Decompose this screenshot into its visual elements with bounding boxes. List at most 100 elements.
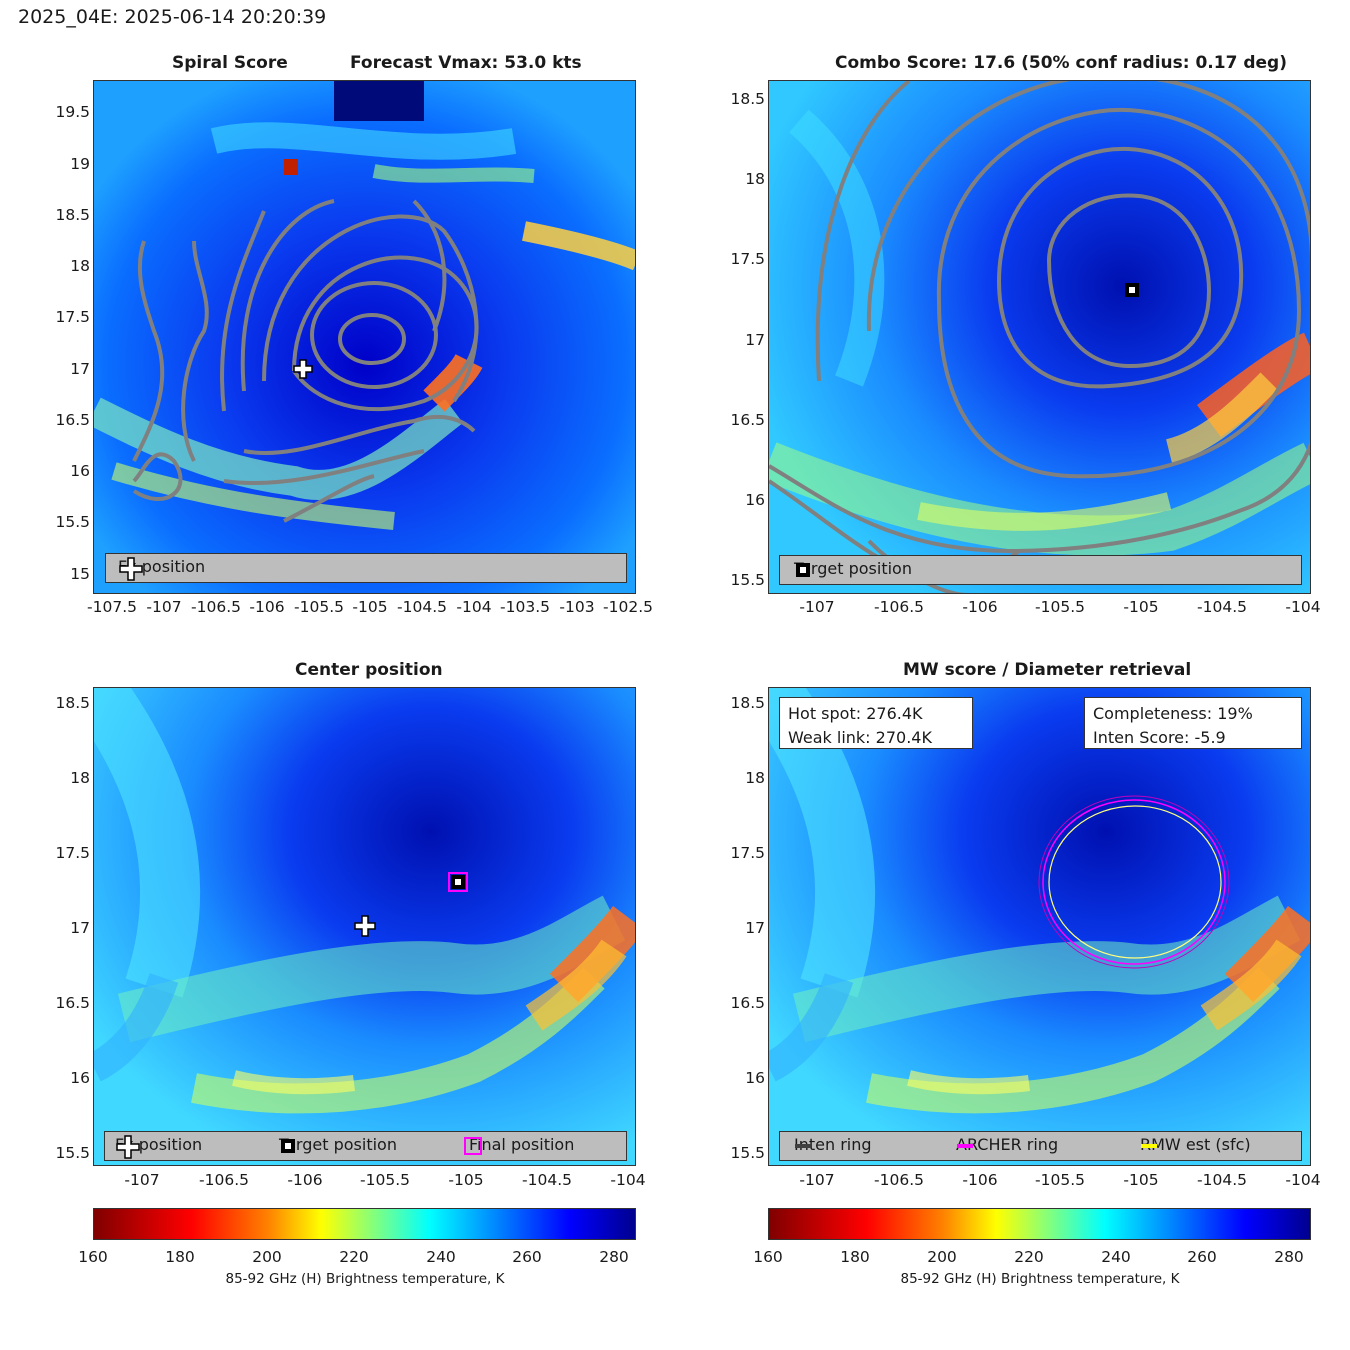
spiral-panel-title: Spiral Score [172,53,288,73]
cbar-tick: 160 [78,1248,108,1266]
mw-info-left: Hot spot: 276.4K Weak link: 270.4K [779,697,973,749]
xtick: -105 [1123,598,1159,616]
plus-icon [116,1135,140,1159]
xtick: -104 [1285,598,1321,616]
ytick: 18.5 [730,90,765,108]
legend-item-target: Target position [279,1135,397,1154]
line-swatch-icon [795,1144,811,1148]
mw-plot-area[interactable]: Hot spot: 276.4K Weak link: 270.4K Compl… [768,687,1311,1166]
ytick: 15.5 [730,571,765,589]
line-swatch-icon [957,1144,973,1148]
center-final-position-marker [448,872,468,892]
plus-icon [119,557,143,581]
ytick: 17.5 [730,844,765,862]
ytick: 16 [70,462,90,480]
xtick: -107 [799,1171,835,1189]
colorbar-label: 85-92 GHz (H) Brightness temperature, K [225,1271,505,1287]
xtick: -105.5 [294,598,344,616]
square-target-icon [281,1139,295,1153]
xtick: -107 [146,598,182,616]
ytick: 18 [70,769,90,787]
legend-item-fx: Fx position [118,557,205,581]
ytick: 17 [70,360,90,378]
ytick: 15.5 [730,1144,765,1162]
ytick: 16 [745,1069,765,1087]
ytick: 15.5 [55,513,90,531]
figure-title: 2025_04E: 2025-06-14 20:20:39 [18,6,327,28]
xtick: -103.5 [500,598,550,616]
colorbar-right [768,1208,1311,1240]
ytick: 17.5 [55,308,90,326]
cbar-tick: 200 [252,1248,282,1266]
center-target-position-marker [451,875,465,889]
xtick: -105 [1123,1171,1159,1189]
cbar-tick: 280 [1274,1248,1304,1266]
spiral-legend: Fx position [105,553,627,583]
legend-item-target: Target position [794,559,912,578]
legend-label: Target position [794,559,912,578]
spiral-panel-vmax: Forecast Vmax: 53.0 kts [350,53,582,73]
xtick: -105.5 [1035,598,1085,616]
ytick: 17 [70,919,90,937]
xtick: -104 [610,1171,646,1189]
mw-heatmap [769,688,1310,1165]
xtick: -106.5 [874,598,924,616]
spiral-contours [132,199,479,523]
xtick: -104.5 [1197,598,1247,616]
ytick: 18 [745,170,765,188]
ytick: 18 [745,769,765,787]
cbar-tick: 180 [840,1248,870,1266]
legend-label: RMW est (sfc) [1140,1135,1251,1154]
cbar-tick: 180 [165,1248,195,1266]
combo-heatmap [769,81,1310,593]
ytick: 16.5 [730,411,765,429]
xtick: -104.5 [522,1171,572,1189]
legend-label: Target position [279,1135,397,1154]
xtick: -104 [456,598,492,616]
cbar-tick: 160 [753,1248,783,1266]
ytick: 15.5 [55,1144,90,1162]
ytick: 17 [745,331,765,349]
xtick: -103 [559,598,595,616]
colorbar-left [93,1208,636,1240]
center-heatmap [94,688,635,1165]
ytick: 16.5 [730,994,765,1012]
square-final-icon [464,1137,482,1155]
center-fx-position-marker [354,915,376,937]
weak-link-text: Weak link: 270.4K [788,728,932,747]
xtick: -107.5 [87,598,137,616]
ytick: 17.5 [730,250,765,268]
ytick: 16.5 [55,994,90,1012]
xtick: -105 [448,1171,484,1189]
combo-plot-area[interactable]: Target position [768,80,1311,594]
ytick: 18 [70,257,90,275]
ytick: 19 [70,155,90,173]
ytick: 16.5 [55,411,90,429]
line-swatch-icon [1141,1144,1157,1148]
legend-label: ARCHER ring [956,1135,1059,1154]
cbar-tick: 240 [1101,1248,1131,1266]
xtick: -106 [962,1171,998,1189]
mw-panel-title: MW score / Diameter retrieval [903,660,1192,680]
center-plot-area[interactable]: Fx position Target position Final positi… [93,687,636,1166]
ytick: 18.5 [55,694,90,712]
cbar-tick: 240 [426,1248,456,1266]
xtick: -107 [799,598,835,616]
xtick: -106.5 [199,1171,249,1189]
ytick: 19.5 [55,103,90,121]
combo-panel-title: Combo Score: 17.6 (50% conf radius: 0.17… [835,53,1287,73]
cbar-tick: 260 [512,1248,542,1266]
xtick: -104.5 [397,598,447,616]
xtick: -105 [352,598,388,616]
legend-item-fx: Fx position [115,1135,202,1159]
inten-score-text: Inten Score: -5.9 [1093,728,1226,747]
cbar-tick: 260 [1187,1248,1217,1266]
spiral-plot-area[interactable]: Fx position [93,80,636,594]
combo-target-position-marker [1125,283,1139,297]
ytick: 16 [745,491,765,509]
colorbar-label: 85-92 GHz (H) Brightness temperature, K [900,1271,1180,1287]
ytick: 17 [745,919,765,937]
archer-ring-outer [1038,795,1230,969]
center-panel-title: Center position [295,660,443,680]
center-legend: Fx position Target position Final positi… [104,1131,627,1161]
